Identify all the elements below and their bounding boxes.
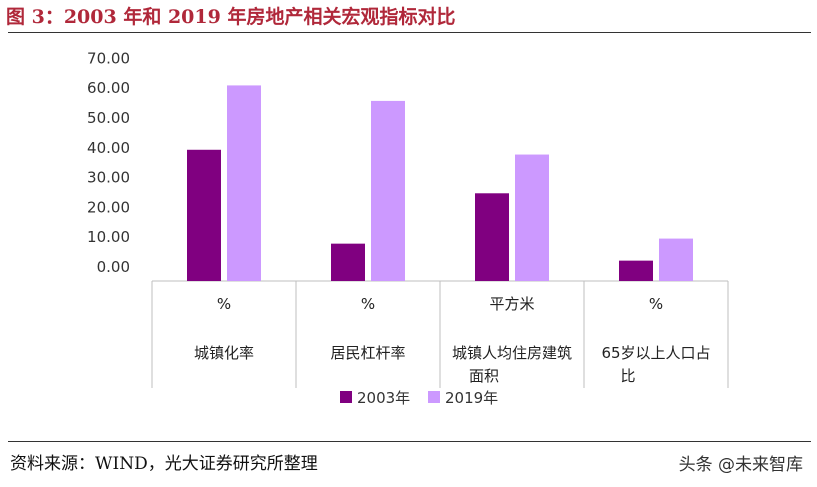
category-name-label: 65岁以上人口占 [601, 344, 710, 362]
y-tick-label: 70.00 [87, 49, 130, 67]
source-note: 资料来源：WIND，光大证券研究所整理 [10, 454, 318, 474]
top-rule [8, 32, 811, 33]
watermark: 头条 @未来智库 [678, 455, 803, 475]
category-unit-label: 平方米 [489, 295, 534, 313]
category-name-label: 城镇人均住房建筑 [452, 344, 572, 362]
category-name-label: 居民杠杆率 [330, 344, 405, 362]
bar-2019年 [371, 100, 405, 282]
legend-label: 2019年 [445, 389, 498, 407]
category-name-label-cont: 面积 [469, 367, 499, 385]
bottom-rule [8, 441, 811, 442]
y-tick-label: 30.00 [87, 169, 130, 187]
legend-swatch-2019年 [428, 391, 440, 403]
y-tick-label: 50.00 [87, 109, 130, 127]
y-tick-label: 0.00 [97, 258, 130, 276]
category-unit-label: % [361, 295, 375, 313]
bar-2003年 [187, 149, 221, 281]
bar-2019年 [515, 154, 549, 281]
category-name-label: 城镇化率 [194, 344, 254, 362]
legend-swatch-2003年 [340, 391, 352, 403]
category-unit-label: % [217, 295, 231, 313]
bar-2019年 [227, 85, 261, 281]
y-tick-label: 20.00 [87, 198, 130, 216]
bar-2003年 [331, 243, 365, 281]
bar-2019年 [659, 238, 693, 281]
figure-title: 图 3：2003 年和 2019 年房地产相关宏观指标对比 [6, 6, 456, 28]
y-tick-label: 60.00 [87, 79, 130, 97]
category-unit-label: % [649, 295, 663, 313]
bar-2003年 [619, 260, 653, 281]
legend-label: 2003年 [357, 389, 410, 407]
bar-chart: 0.00 10.00 20.00 30.00 40.00 50.00 60.00 70.00%… [87, 49, 729, 407]
category-name-label-cont: 比 [620, 367, 635, 385]
bar-2003年 [475, 193, 509, 281]
y-tick-label: 10.00 [87, 228, 130, 246]
y-tick-label: 40.00 [87, 139, 130, 157]
